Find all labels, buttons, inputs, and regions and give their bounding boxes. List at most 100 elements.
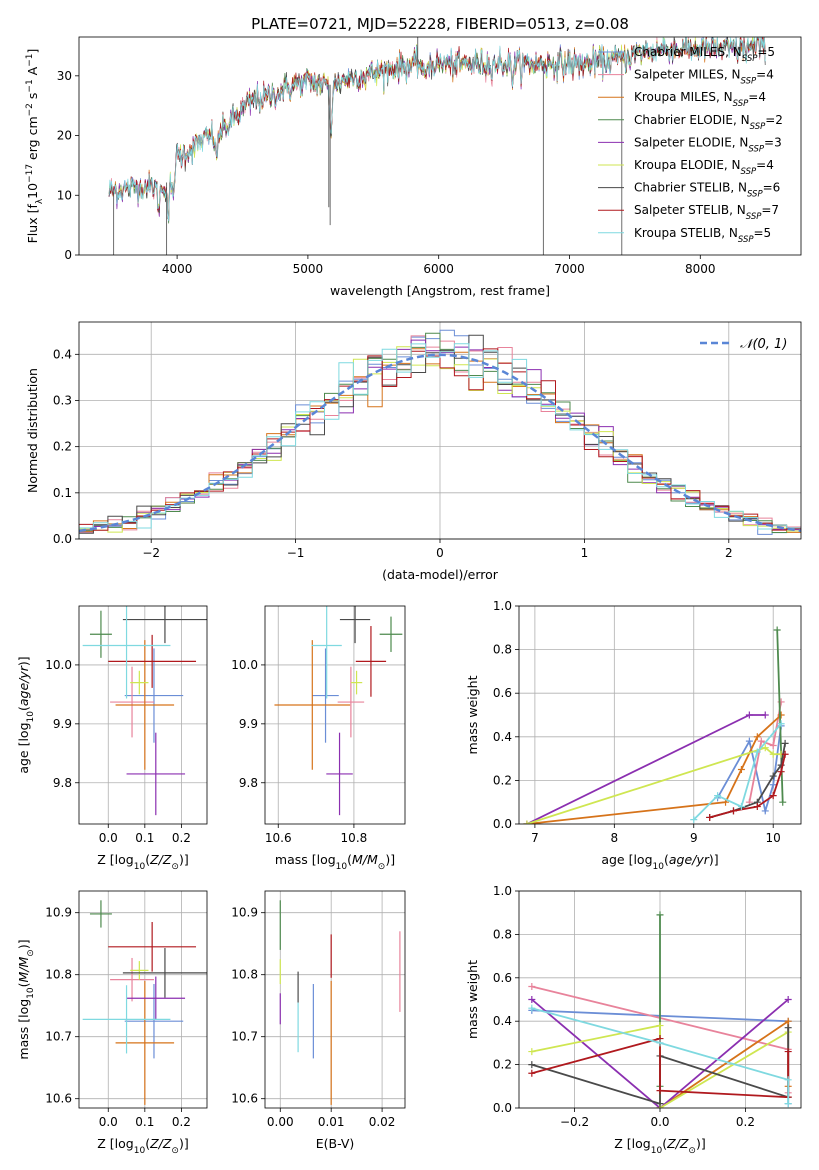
y-tick-label: 10.8 xyxy=(231,968,258,982)
y-axis-label: age [log10(age/yr)] xyxy=(16,656,36,773)
weight-marker xyxy=(784,1024,792,1032)
x-tick-label: 0.2 xyxy=(736,1115,755,1129)
y-tick-label: 1.0 xyxy=(493,599,512,613)
x-tick-label: −2 xyxy=(142,546,160,560)
chart-weights_vs_age: 7 8 9 10 0.0 0.2 0.4 0.6 0.8 1.0 age [log10(age/yr… xyxy=(465,599,802,872)
weight-marker xyxy=(729,807,737,815)
weight-line xyxy=(693,723,782,821)
y-tick-label: 0.6 xyxy=(493,686,512,700)
y-tick-label: 0.2 xyxy=(493,1058,512,1072)
y-tick-label: 10.7 xyxy=(231,1030,258,1044)
x-tick-label: 0.1 xyxy=(135,1115,154,1129)
y-tick-label: 10.0 xyxy=(45,658,72,672)
weight-marker xyxy=(656,1039,664,1047)
chart-spectrum: 4000 5000 6000 7000 8000 0 10 20 30 Chabrier MILE… xyxy=(25,36,802,298)
y-tick-label: 10.7 xyxy=(45,1030,72,1044)
x-tick-label: 0 xyxy=(436,546,444,560)
weight-marker xyxy=(781,750,789,758)
legend-label: Chabrier STELIB, NSSP=6 xyxy=(634,181,780,200)
x-axis-label: Z [log10(Z/Z⊙)] xyxy=(97,1136,188,1156)
x-axis-label: wavelength [Angstrom, rest frame] xyxy=(330,283,550,298)
figure-title: PLATE=0721, MJD=52228, FIBERID=0513, z=0… xyxy=(251,15,629,33)
x-tick-label: 0.0 xyxy=(99,831,118,845)
weight-marker xyxy=(656,1022,664,1030)
x-tick-label: 10 xyxy=(766,831,781,845)
plot-area xyxy=(108,37,766,255)
weight-marker xyxy=(737,803,745,811)
weight-line xyxy=(776,629,784,803)
x-tick-label: 7 xyxy=(531,831,539,845)
y-tick-label: 10.0 xyxy=(231,658,258,672)
y-axis-label: Normed distribution xyxy=(25,368,40,493)
x-tick-label: −1 xyxy=(287,546,305,560)
chart-weights_vs_Z: −0.2 0.0 0.2 0.0 0.2 0.4 0.6 0.8 1.0 Z [log10(Z/Z… xyxy=(465,884,802,1156)
x-tick-label: 6000 xyxy=(423,262,454,276)
weight-marker xyxy=(714,792,722,800)
chart-mass_vs_Z: 0.0 0.1 0.2 10.6 10.7 10.8 10.9 Z [log10(Z/Z⊙)]… xyxy=(16,890,208,1156)
plot-area xyxy=(79,329,801,539)
weight-line xyxy=(526,714,766,824)
weight-marker xyxy=(784,996,792,1003)
legend-label: Chabrier ELODIE, NSSP=2 xyxy=(634,113,783,132)
y-tick-label: 0.0 xyxy=(493,1101,512,1115)
weight-marker xyxy=(656,1087,664,1095)
legend-label: Kroupa STELIB, NSSP=5 xyxy=(634,226,771,245)
y-tick-label: 9.9 xyxy=(53,717,72,731)
chart-age_vs_Z: 0.0 0.1 0.2 9.8 9.9 10.0 Z [log10(Z/Z⊙)] age [l… xyxy=(16,605,208,872)
y-tick-label: 0.4 xyxy=(53,347,72,361)
axes-frame xyxy=(264,890,406,1109)
legend-label: Salpeter MILES, NSSP=4 xyxy=(634,68,774,87)
y-tick-label: 9.8 xyxy=(53,776,72,790)
plot-area xyxy=(523,626,789,824)
x-tick-label: 1 xyxy=(581,546,589,560)
y-tick-label: 10.8 xyxy=(45,968,72,982)
y-tick-label: 9.8 xyxy=(239,776,258,790)
axes-frame xyxy=(78,605,208,825)
y-tick-label: 0.4 xyxy=(493,730,512,744)
x-tick-label: 0.0 xyxy=(99,1115,118,1129)
weight-marker xyxy=(745,711,753,719)
plot-area xyxy=(279,900,401,1105)
x-tick-label: 4000 xyxy=(162,262,193,276)
x-tick-label: 0.02 xyxy=(369,1115,396,1129)
x-tick-label: 8000 xyxy=(685,262,716,276)
plot-area xyxy=(82,900,207,1105)
x-tick-label: −0.2 xyxy=(560,1115,589,1129)
x-tick-label: 0.1 xyxy=(135,831,154,845)
weight-marker xyxy=(761,744,769,752)
chart-age_vs_mass: 10.6 10.8 9.8 9.9 10.0 mass [log10(M/M⊙)] xyxy=(231,605,406,872)
x-tick-label: 8 xyxy=(611,831,619,845)
weight-line xyxy=(709,753,786,819)
weight-marker xyxy=(528,982,536,990)
y-tick-label: 10.9 xyxy=(45,906,72,920)
y-tick-label: 10 xyxy=(57,188,72,202)
y-tick-label: 0.8 xyxy=(493,927,512,941)
y-axis-label: mass [log10(M/M⊙)] xyxy=(16,939,36,1059)
x-tick-label: 9 xyxy=(690,831,698,845)
y-axis-label: mass weight xyxy=(465,960,480,1039)
weight-marker xyxy=(781,739,789,747)
y-tick-label: 1.0 xyxy=(493,884,512,898)
weight-marker xyxy=(757,737,765,745)
x-tick-label: 10.8 xyxy=(341,831,368,845)
legend-label: Salpeter STELIB, NSSP=7 xyxy=(634,203,779,222)
plot-area xyxy=(82,606,207,816)
y-tick-label: 0.2 xyxy=(53,440,72,454)
y-tick-label: 0.1 xyxy=(53,486,72,500)
x-axis-label: (data-model)/error xyxy=(382,567,499,582)
y-tick-label: 0 xyxy=(64,248,72,262)
x-tick-label: 0.01 xyxy=(318,1115,345,1129)
weight-marker xyxy=(528,1048,536,1056)
weight-marker xyxy=(769,750,777,758)
x-axis-label: Z [log10(Z/Z⊙)] xyxy=(614,1136,705,1156)
weight-marker xyxy=(773,626,781,634)
weight-marker xyxy=(761,711,769,719)
weight-line xyxy=(748,701,782,803)
weight-marker xyxy=(528,1004,536,1012)
x-axis-label: E(B-V) xyxy=(316,1136,355,1151)
y-tick-label: 30 xyxy=(57,69,72,83)
legend-label: 𝒩(0, 1) xyxy=(740,337,787,352)
weight-marker xyxy=(753,803,761,811)
y-tick-label: 9.9 xyxy=(239,717,258,731)
